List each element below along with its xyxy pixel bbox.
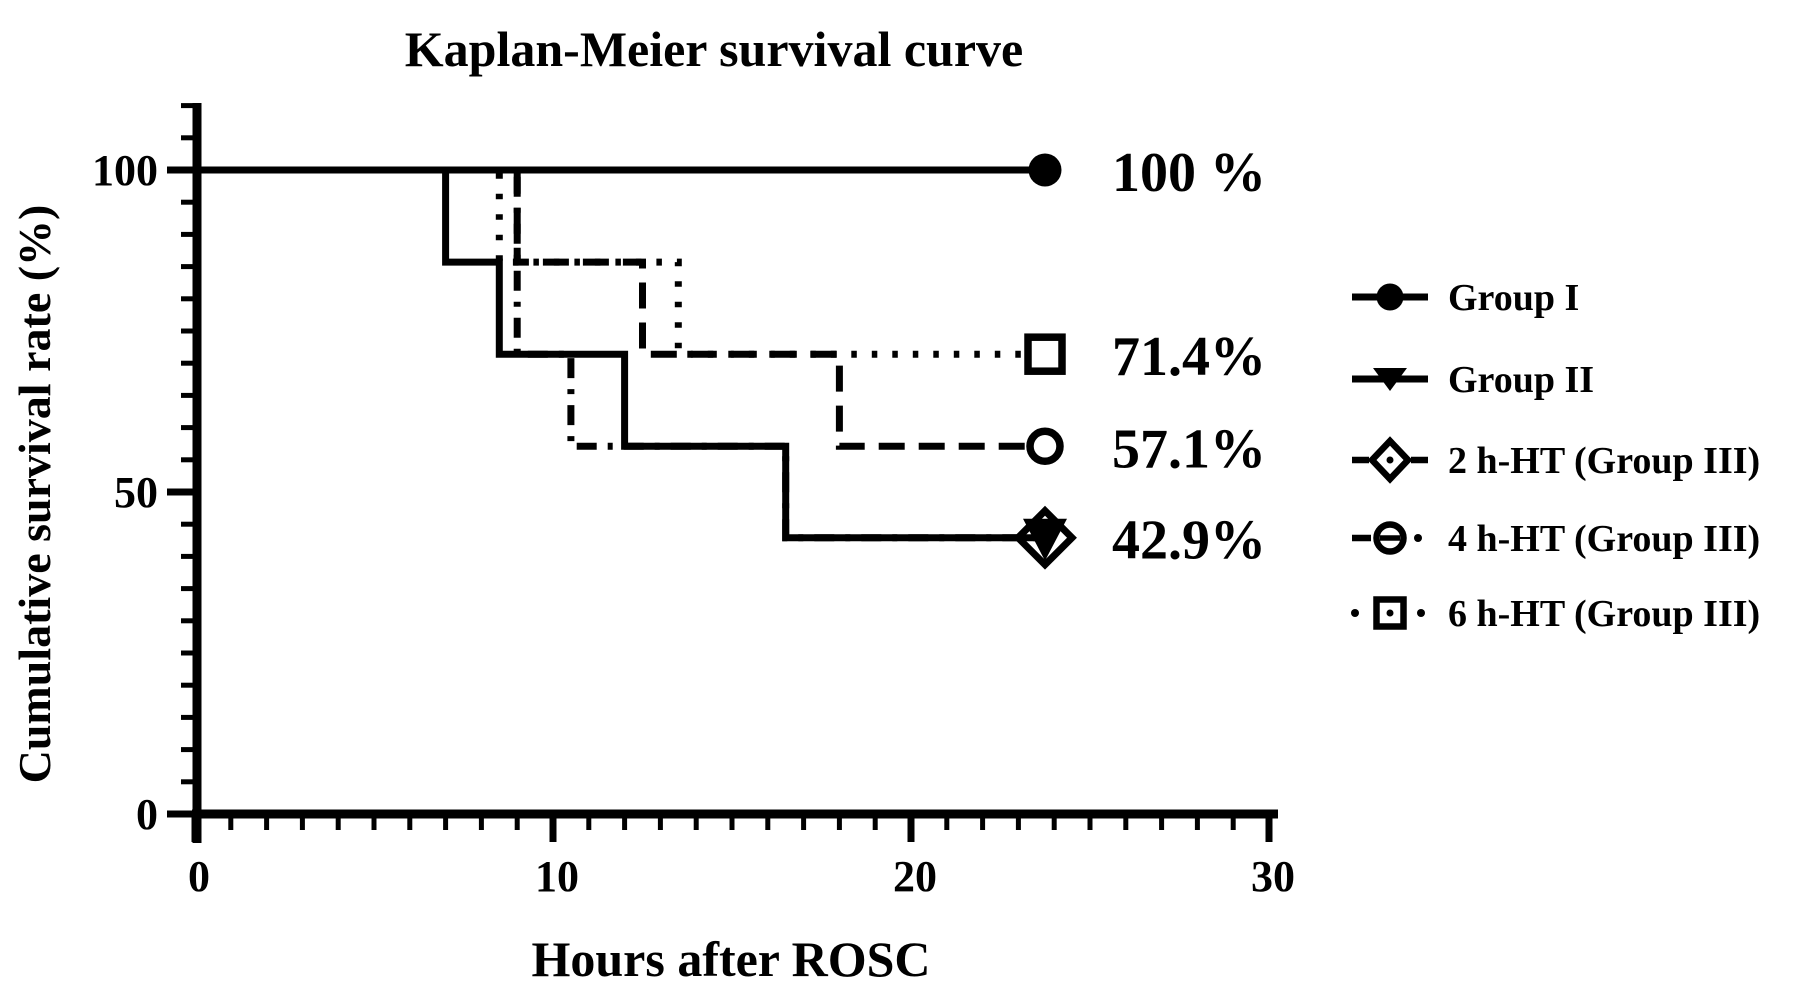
group-i-end-marker-filled-circle-icon	[1028, 153, 1062, 187]
end-label-100: 100 %	[1112, 142, 1266, 204]
end-label-57-1: 57.1%	[1112, 418, 1266, 480]
group-ii-end-marker-filled-triangle-down-icon	[1023, 518, 1067, 561]
y-tick-label: 0	[136, 790, 158, 839]
legend-dot-left	[1351, 609, 1359, 617]
legend-label: Group II	[1448, 359, 1594, 401]
x-tick-label: 0	[188, 852, 210, 901]
x-tick-label: 30	[1251, 852, 1295, 901]
chart-title: Kaplan-Meier survival curve	[405, 21, 1023, 77]
legend-dot-right	[1417, 609, 1425, 617]
legend-item-6-h-ht-group-iii: 6 h-HT (Group III)	[1351, 593, 1760, 635]
legend-square-center-dot	[1386, 609, 1394, 617]
legend-label: 2 h-HT (Group III)	[1448, 440, 1760, 482]
legend-filled-circle-icon	[1376, 283, 1404, 311]
2-h-ht-group-iii-end-marker-open-diamond-icon	[1013, 505, 1077, 570]
legend-label: Group I	[1448, 277, 1579, 319]
4-h-ht-group-iii-end-marker-open-circle-icon	[1026, 427, 1064, 466]
legend-filled-triangle-icon	[1373, 368, 1407, 391]
y-tick-label: 50	[114, 468, 158, 517]
legend-diamond-center-dot	[1386, 456, 1394, 464]
legend-item-2-h-ht-group-iii: 2 h-HT (Group III)	[1352, 436, 1760, 484]
legend-label: 6 h-HT (Group III)	[1448, 593, 1760, 635]
legend-dot-right	[1414, 534, 1422, 542]
y-tick-label: 100	[92, 146, 158, 195]
legend-item-group-i: Group I	[1352, 277, 1579, 319]
end-label-71-4: 71.4%	[1112, 326, 1266, 388]
legend-item-4-h-ht-group-iii: 4 h-HT (Group III)	[1352, 518, 1760, 560]
y-axis-label: Cumulative survival rate (%)	[9, 205, 60, 784]
x-axis-label: Hours after ROSC	[531, 931, 930, 987]
6-h-ht-group-iii-end-marker-open-square-icon	[1024, 333, 1066, 375]
x-tick-label: 10	[535, 852, 579, 901]
legend-label: 4 h-HT (Group III)	[1448, 518, 1760, 560]
x-tick-label: 20	[893, 852, 937, 901]
legend-open-square-icon	[1373, 596, 1407, 630]
legend-item-group-ii: Group II	[1352, 359, 1594, 401]
series-path-group-ii	[195, 166, 1045, 542]
end-label-42-9: 42.9%	[1112, 510, 1266, 572]
